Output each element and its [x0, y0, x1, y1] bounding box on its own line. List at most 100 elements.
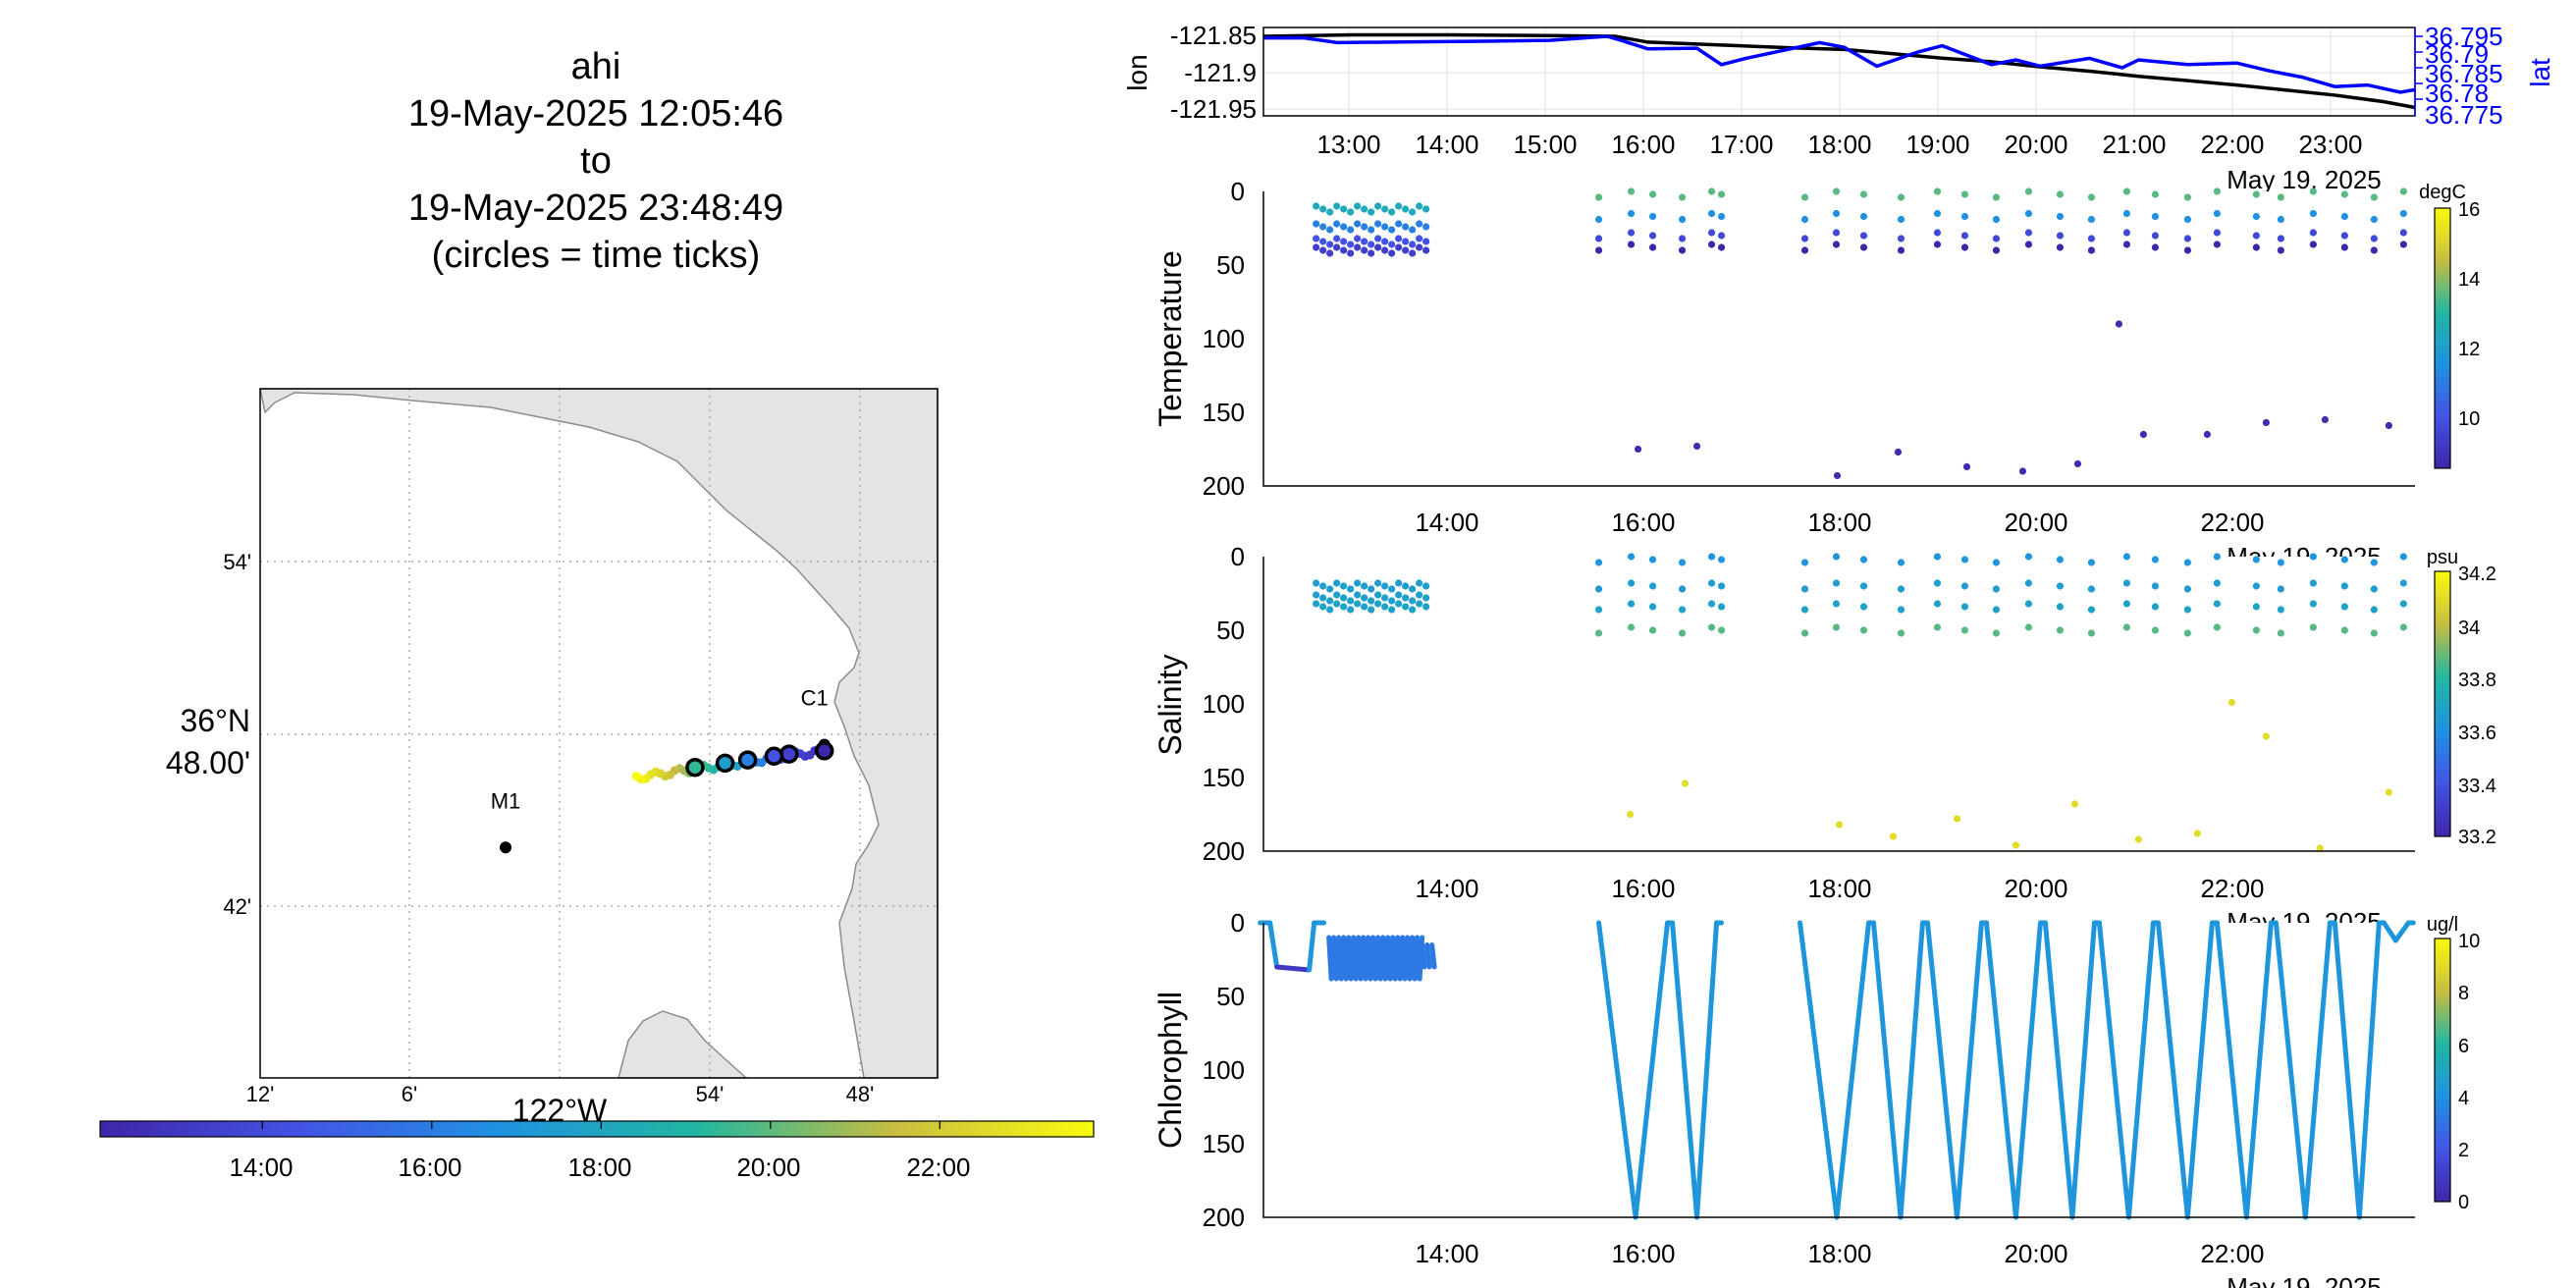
salinity-point [1707, 623, 1716, 631]
salinity-marks [1313, 553, 2407, 852]
temperature-plot-area [1263, 191, 2415, 486]
salinity-point [2262, 732, 2270, 740]
chlorophyll-x-tick-label: 14:00 [1415, 1239, 1478, 1268]
salinity-point [2193, 830, 2201, 837]
temperature-point [1960, 232, 1969, 240]
temperature-point [1313, 220, 1320, 228]
chlorophyll-colorbar-tick-label: 10 [2458, 931, 2480, 952]
chlorophyll-trace [1670, 920, 1700, 1220]
lonlat-x-tick-label: 19:00 [1905, 130, 1969, 159]
temperature-point [1326, 208, 1334, 216]
salinity-point [1347, 606, 1355, 614]
temperature-point [2213, 241, 2221, 248]
temperature-x-tick-label: 18:00 [1807, 508, 1871, 537]
chlorophyll-trace [1898, 920, 1925, 1220]
salinity-point [2024, 553, 2033, 561]
salinity-point [1626, 810, 1635, 819]
temperature-point [1992, 193, 2001, 201]
salinity-point [2370, 585, 2378, 593]
chlorophyll-colorbar-unit: ug/l [2427, 914, 2458, 936]
temperature-point [1678, 235, 1687, 242]
salinity-point [1361, 603, 1368, 611]
temperature-point [2024, 229, 2033, 237]
salinity-point [1319, 582, 1327, 590]
salinity-point [1388, 585, 1396, 593]
chlorophyll-trace [1424, 942, 1432, 970]
temperature-point [2139, 430, 2148, 439]
temperature-marks [1313, 188, 2407, 480]
temperature-point [1897, 235, 1905, 242]
temperature-point [1416, 220, 1423, 228]
temperature-point [1368, 241, 1375, 248]
salinity-point [1717, 556, 1726, 564]
temperature-point [1361, 205, 1368, 213]
temperature-point [2087, 235, 2096, 242]
salinity-point [1354, 579, 1362, 587]
temperature-point [1340, 238, 1348, 245]
temperature-point [1594, 235, 1603, 242]
title-line: 19-May-2025 23:48:49 [408, 188, 783, 229]
salinity-point [2277, 606, 2284, 614]
temperature-point [2399, 241, 2407, 248]
temperature-point [1678, 215, 1687, 224]
temperature-point [1627, 229, 1636, 237]
temperature-point [1832, 229, 1841, 237]
salinity-point [2056, 626, 2065, 634]
salinity-point [1381, 582, 1389, 590]
temperature-point [2370, 246, 2378, 254]
salinity-point [2056, 556, 2065, 564]
salinity-point [2370, 629, 2378, 637]
temperature-point [2370, 235, 2378, 242]
track-point [631, 772, 641, 781]
lonlat-y-tick-label: -121.85 [1170, 21, 1257, 50]
salinity-point [1960, 626, 1969, 634]
salinity-y-tick-label: 200 [1203, 836, 1245, 866]
salinity-point [2277, 629, 2284, 637]
temperature-point [2087, 246, 2096, 254]
temperature-point [1960, 190, 1969, 198]
salinity-point [2227, 698, 2235, 707]
station-marker [500, 841, 512, 854]
time-tick-circle [737, 750, 758, 770]
temperature-point [1326, 249, 1334, 257]
salinity-point [1627, 623, 1636, 631]
chlorophyll-x-tick-label: 20:00 [2004, 1239, 2067, 1268]
temperature-point [1361, 246, 1368, 254]
temperature-point [1897, 246, 1905, 254]
time-colorbar-ticks [261, 1121, 940, 1129]
salinity-point [2087, 559, 2096, 566]
salinity-point [1897, 585, 1905, 593]
salinity-point [1933, 623, 1942, 631]
chlorophyll-trace [2302, 920, 2333, 1220]
temperature-point [2309, 241, 2317, 248]
temperature-point [1381, 246, 1389, 254]
temperature-point [1692, 442, 1701, 451]
temperature-point [2213, 209, 2221, 218]
temperature-point [2252, 190, 2260, 198]
salinity-point [2183, 585, 2191, 593]
temperature-colorbar [2434, 207, 2451, 469]
temperature-point [1648, 212, 1657, 221]
salinity-point [1326, 597, 1334, 605]
temperature-point [2151, 243, 2160, 251]
temperature-point [2151, 212, 2160, 221]
salinity-point [2122, 600, 2131, 608]
lonlat-x-tick-label: 21:00 [2102, 130, 2166, 159]
temperature-point [1388, 208, 1396, 216]
chlorophyll-trace [1954, 920, 1984, 1220]
salinity-point [1832, 600, 1841, 608]
map-y-tick-label: 54' [223, 550, 251, 574]
temperature-point [1992, 246, 2001, 254]
map-x-tick-label: 12' [246, 1082, 275, 1106]
temperature-colorbar-tick-label: 16 [2458, 199, 2480, 221]
temperature-point [2277, 193, 2284, 201]
lonlat-y-tick-label-right: 36.775 [2425, 100, 2503, 130]
salinity-point [1347, 597, 1355, 605]
temperature-point [1933, 241, 1942, 248]
salinity-point [1594, 629, 1603, 637]
salinity-point [2370, 559, 2378, 566]
temperature-point [2183, 246, 2191, 254]
time-tick-circle [764, 746, 784, 767]
temperature-point [1897, 193, 1905, 201]
temperature-point [1800, 215, 1809, 224]
